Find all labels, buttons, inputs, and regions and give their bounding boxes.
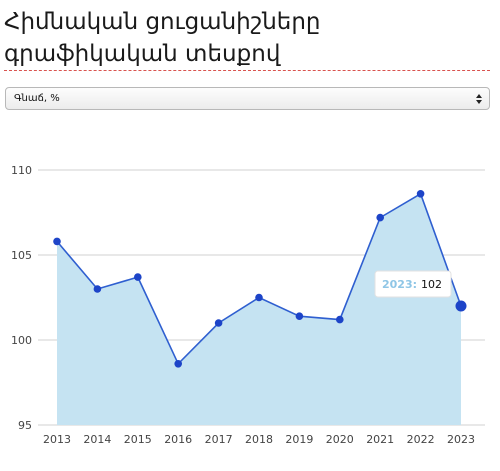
y-tick-label: 105 [11,249,32,262]
y-tick-label: 110 [11,164,32,177]
x-tick-label: 2013 [43,433,71,446]
x-tick-label: 2017 [205,433,233,446]
x-tick-label: 2019 [285,433,313,446]
x-tick-label: 2018 [245,433,273,446]
data-point [93,285,102,293]
data-point [416,190,425,198]
x-tick-label: 2023 [447,433,475,446]
y-tick-label: 95 [18,419,32,432]
data-point [336,315,344,324]
indicator-select-value: Գնաճ, % [14,93,60,104]
indicator-select[interactable]: Գնաճ, % [5,87,490,110]
page-title: Հիմնական ցուցանիշները գրաֆիկական տեսքով [4,9,321,67]
select-updown-icon [476,94,482,104]
y-tick-label: 100 [11,334,32,347]
tooltip-box [374,270,452,298]
x-tick-label: 2021 [366,433,394,446]
x-tick-label: 2014 [83,433,111,446]
tooltip-value: 102 [421,278,442,291]
data-point [255,293,263,302]
data-point [174,360,182,368]
data-point [214,319,223,327]
highlighted-data-point [455,300,467,312]
x-tick-label: 2020 [326,433,354,446]
data-point [376,213,385,222]
data-point [295,312,304,321]
x-tick-label: 2015 [124,433,152,446]
x-tick-label: 2016 [164,433,192,446]
data-point [134,273,142,281]
title-divider [4,70,490,71]
tooltip-year: 2023: [382,278,417,291]
series-area [57,193,461,425]
data-point [53,237,61,246]
x-tick-label: 2022 [407,433,435,446]
